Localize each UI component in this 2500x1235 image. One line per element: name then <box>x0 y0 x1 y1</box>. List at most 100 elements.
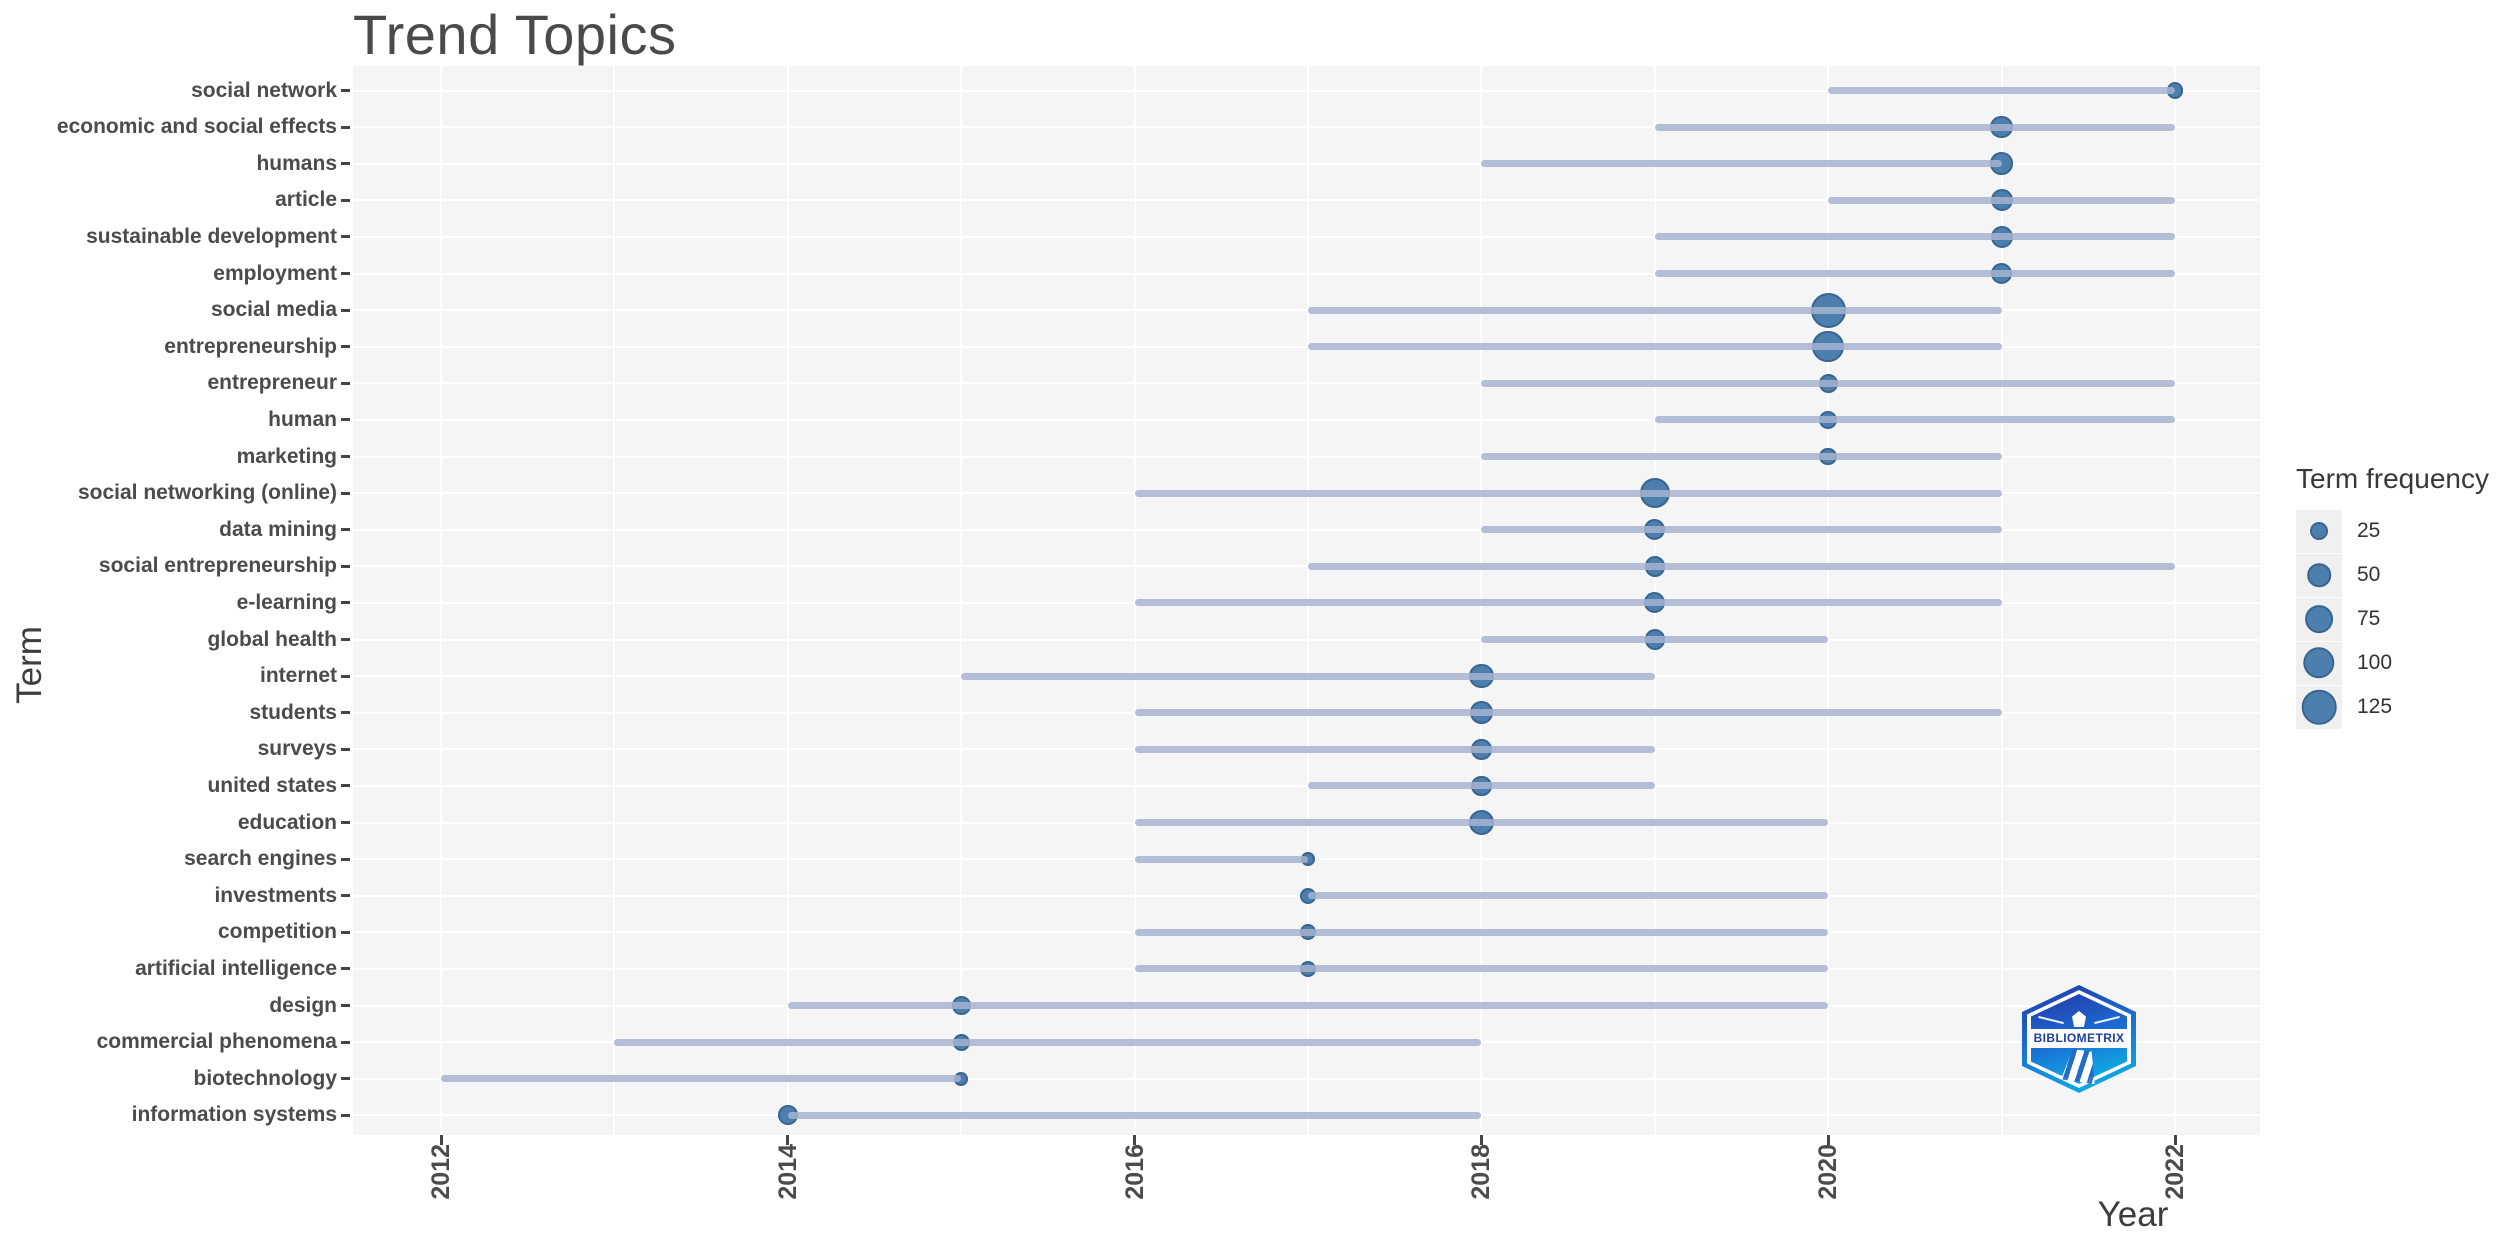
y-tick-label-term: united states <box>207 773 337 797</box>
gridline-row <box>353 1077 2260 1080</box>
legend-bubble <box>2301 689 2337 725</box>
y-tick-mark <box>341 747 350 751</box>
y-tick-label-term: biotechnology <box>193 1066 338 1090</box>
y-tick-label-term: entrepreneurship <box>164 334 337 358</box>
y-tick-mark <box>341 308 350 312</box>
trend-line <box>1308 306 2002 314</box>
x-tick-mark <box>439 1135 443 1145</box>
x-tick-mark <box>1479 1135 1483 1145</box>
x-tick-mark <box>786 1135 790 1145</box>
y-tick-mark <box>341 930 350 934</box>
trend-line <box>1308 892 1829 900</box>
legend-key <box>2296 641 2342 685</box>
y-tick-mark <box>341 125 350 129</box>
gridline-year-2013 <box>613 66 616 1135</box>
y-tick-label-term: e-learning <box>236 590 337 614</box>
trend-line <box>1828 87 2175 94</box>
y-tick-mark <box>341 1004 350 1007</box>
y-tick-mark <box>341 1077 350 1081</box>
trend-line <box>787 1002 1829 1009</box>
y-tick-mark <box>341 455 350 458</box>
y-tick-label-term: data mining <box>219 517 337 541</box>
y-tick-mark <box>341 198 350 202</box>
legend-size-label: 50 <box>2357 563 2381 586</box>
trend-line <box>1481 160 2002 168</box>
gridline-row <box>353 89 2260 92</box>
x-axis-title: Year <box>2097 1195 2169 1234</box>
y-tick-label-term: social media <box>210 298 337 322</box>
y-tick-mark <box>341 784 350 788</box>
y-tick-label-term: commercial phenomena <box>96 1030 337 1054</box>
y-tick-mark <box>341 711 350 715</box>
gridline-year-2022 <box>2174 66 2176 1135</box>
legend-size-label: 25 <box>2357 519 2381 542</box>
legend: Term frequency 25 50 75 100 125 <box>2296 462 2500 729</box>
y-tick-label-term: design <box>269 993 337 1017</box>
legend-item: 50 <box>2296 553 2500 597</box>
gridline-row <box>353 272 2260 275</box>
gridline-row <box>353 638 2260 641</box>
y-tick-label-term: social network <box>191 78 337 102</box>
y-tick-mark <box>341 345 350 349</box>
y-tick-label-term: entrepreneur <box>207 371 337 395</box>
x-tick-label-year: 2018 <box>1467 1144 1496 1200</box>
gridline-year-2014 <box>786 66 789 1135</box>
y-tick-mark <box>341 894 350 898</box>
y-tick-label-term: investments <box>214 883 337 907</box>
x-tick-label-year: 2016 <box>1120 1144 1149 1200</box>
trend-line <box>1828 196 2175 204</box>
y-tick-label-term: humans <box>256 151 337 175</box>
legend-item: 100 <box>2296 641 2500 685</box>
trend-line <box>961 672 1655 680</box>
legend-item: 75 <box>2296 597 2500 641</box>
x-tick-label-year: 2014 <box>773 1144 802 1200</box>
legend-items: 25 50 75 100 125 <box>2296 509 2500 729</box>
x-tick-label-year: 2022 <box>2161 1144 2189 1200</box>
legend-bubble <box>2305 605 2333 633</box>
trend-line <box>614 1038 1482 1046</box>
y-tick-mark <box>341 528 350 532</box>
legend-bubble <box>2307 563 2331 587</box>
gridline-row <box>353 199 2260 202</box>
legend-item: 125 <box>2296 685 2500 729</box>
trend-line <box>1654 233 2175 241</box>
y-tick-mark <box>341 857 350 861</box>
gridline-row <box>353 455 2260 458</box>
y-tick-mark <box>341 491 350 495</box>
y-tick-mark <box>341 418 350 422</box>
y-tick-mark <box>341 272 350 275</box>
y-tick-label-term: human <box>268 407 337 431</box>
y-tick-label-term: artificial intelligence <box>135 956 337 980</box>
gridline-row <box>353 309 2260 312</box>
gridline-year-2015 <box>960 66 963 1135</box>
gridline-row <box>353 162 2260 165</box>
y-tick-label-term: social entrepreneurship <box>98 554 337 578</box>
chart-title: Trend Topics <box>353 3 677 66</box>
gridline-row <box>353 235 2260 238</box>
gridline-row <box>353 126 2260 129</box>
trend-line <box>1308 562 2175 570</box>
trend-line <box>1134 489 2002 497</box>
gridline-row <box>353 382 2260 385</box>
x-tick-mark <box>1133 1135 1137 1145</box>
trend-line <box>1134 928 1829 936</box>
y-tick-label-term: students <box>249 700 337 724</box>
trend-line <box>1654 416 2175 424</box>
y-tick-mark <box>341 821 350 824</box>
y-tick-label-term: social networking (online) <box>77 481 337 505</box>
y-tick-mark <box>341 601 350 605</box>
trend-line <box>1481 379 2175 387</box>
y-tick-label-term: sustainable development <box>86 224 337 248</box>
legend-key <box>2296 553 2342 597</box>
gridline-row <box>353 345 2260 348</box>
gridline-year-2021 <box>2000 66 2003 1135</box>
gridline-row <box>353 565 2260 568</box>
y-tick-mark <box>341 1040 350 1044</box>
legend-key <box>2296 509 2342 553</box>
gridline-row <box>353 418 2260 421</box>
lighthouse-icon <box>2072 1011 2086 1027</box>
x-tick-label-year: 2020 <box>1814 1144 1843 1200</box>
trend-line <box>1481 636 1829 643</box>
y-tick-label-term: surveys <box>257 737 337 761</box>
